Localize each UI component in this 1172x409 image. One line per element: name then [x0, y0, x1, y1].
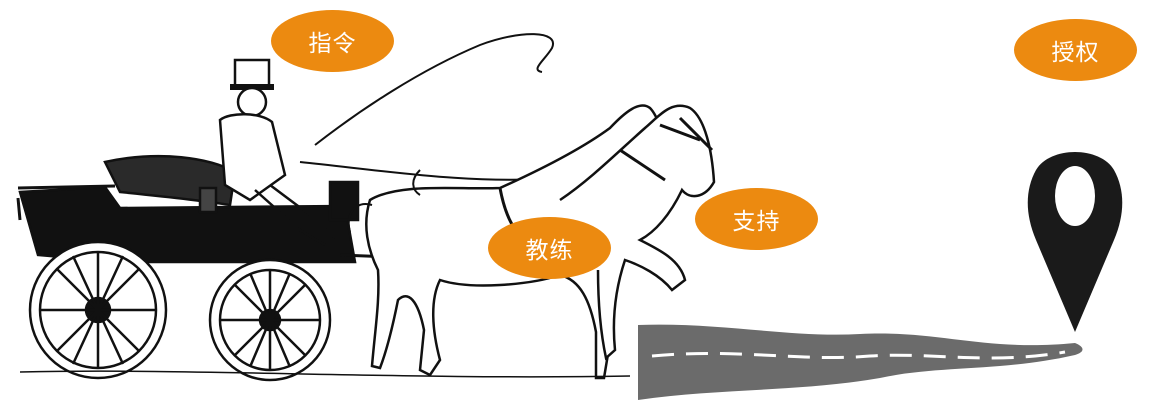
- carriage-illustration: [16, 33, 716, 382]
- label-support: 支持: [695, 188, 818, 250]
- label-authorize-text: 授权: [1051, 40, 1100, 66]
- label-authorize: 授权: [1014, 19, 1137, 81]
- label-instruct: 指令: [271, 10, 394, 72]
- map-pin-icon: [1027, 152, 1123, 332]
- label-instruct-text: 指令: [308, 31, 357, 57]
- label-support-text: 支持: [732, 209, 781, 235]
- road-illustration: [638, 324, 1083, 400]
- label-coach-text: 教练: [525, 238, 574, 264]
- label-coach: 教练: [488, 217, 611, 279]
